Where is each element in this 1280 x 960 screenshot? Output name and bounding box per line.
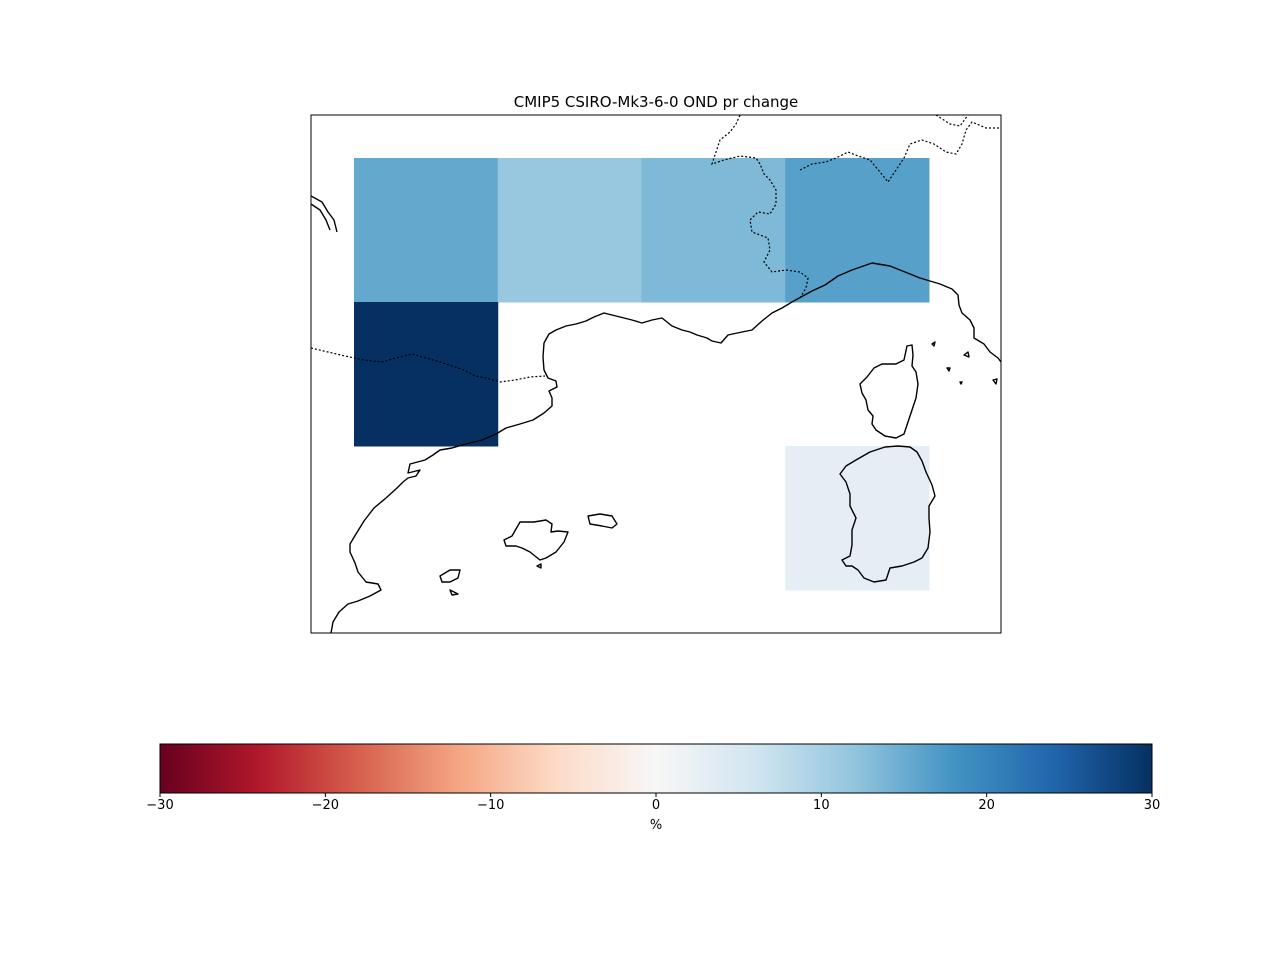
- colorbar-gradient: [159, 743, 1153, 794]
- colorbar-tick-label: −20: [312, 798, 339, 813]
- colorbar-label: %: [650, 818, 662, 833]
- coastline-atlantic-inner: [311, 203, 331, 231]
- border-france-spain: [311, 347, 546, 383]
- border-swiss-austria: [799, 121, 1001, 184]
- grid-cell-r1-c0: [354, 302, 499, 447]
- coastline-atlantic: [311, 195, 338, 233]
- coastline-hyeres: [931, 341, 936, 347]
- map-title: CMIP5 CSIRO-Mk3-6-0 OND pr change: [514, 93, 799, 111]
- colorbar-tick-label: 10: [813, 798, 830, 813]
- coastline-elba: [963, 351, 970, 358]
- colorbar-tick-label: 20: [978, 798, 995, 813]
- coastline-islet-c: [959, 381, 963, 385]
- coastline-cabrera: [536, 563, 542, 569]
- coastline-formentera: [449, 589, 459, 596]
- colorbar: −30 −20 −10 0 10 20 30 %: [146, 743, 1160, 833]
- grid-cell-r0-c3: [785, 158, 930, 303]
- colorbar-tick-label: −30: [146, 798, 173, 813]
- coastline-ibiza: [439, 569, 461, 583]
- coastline-menorca: [587, 513, 618, 529]
- grid-cell-r2-c3: [785, 446, 930, 591]
- border-france-italy-swiss: [711, 115, 809, 299]
- colorbar-ticks: −30 −20 −10 0 10 20 30: [146, 793, 1160, 813]
- grid-cell-r0-c0: [354, 158, 499, 303]
- colorbar-tick-label: 30: [1144, 798, 1161, 813]
- map-frame: [310, 114, 1002, 634]
- grid-cells: [354, 158, 930, 591]
- coastline-islet-b: [992, 378, 998, 385]
- coastline-sardinia: [839, 445, 936, 583]
- country-borders: [311, 115, 1001, 383]
- grid-cell-r0-c2: [641, 158, 786, 303]
- map-panel: [311, 115, 1001, 633]
- coastline-corsica: [859, 344, 919, 439]
- coastline-islet-a: [946, 367, 951, 372]
- border-north-edge: [935, 115, 969, 127]
- coastline-mainland: [330, 262, 1001, 633]
- coastlines: [311, 195, 1001, 633]
- coastline-mallorca: [503, 519, 569, 561]
- colorbar-tick-label: 0: [652, 798, 660, 813]
- grid-cell-r0-c1: [497, 158, 642, 303]
- colorbar-tick-label: −10: [477, 798, 504, 813]
